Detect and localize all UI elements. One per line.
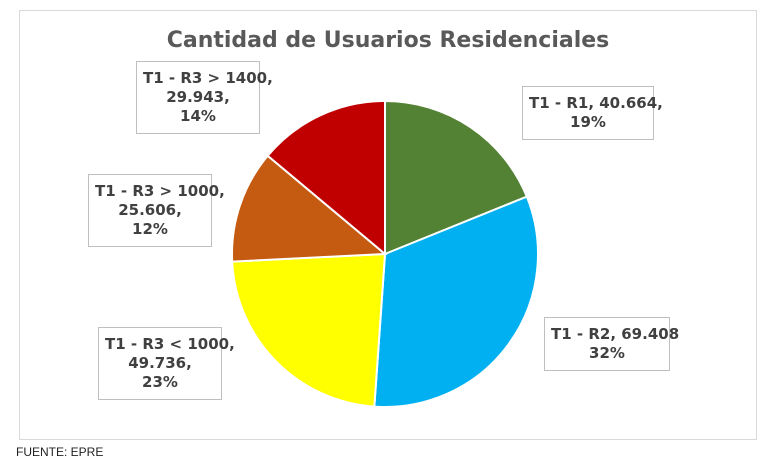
- data-label-line: T1 - R3 < 1000,: [105, 335, 235, 353]
- data-label-t1-r3-gt-1000: T1 - R3 > 1000, 25.606, 12%: [88, 174, 225, 247]
- data-label-line: 32%: [589, 344, 625, 362]
- data-label-line: T1 - R2, 69.408: [551, 325, 680, 343]
- chart-title: Cantidad de Usuarios Residenciales: [166, 28, 610, 53]
- data-label-line: 14%: [180, 107, 216, 125]
- data-label-t1-r1: T1 - R1, 40.664, 19%: [522, 86, 663, 140]
- data-label-line: 19%: [570, 113, 606, 131]
- data-label-t1-r3-gt-1400: T1 - R3 > 1400, 29.943, 14%: [136, 61, 273, 134]
- data-label-t1-r3-lt-1000: T1 - R3 < 1000, 49.736, 23%: [98, 327, 235, 400]
- data-label-line: T1 - R1, 40.664,: [529, 94, 663, 112]
- data-label-line: 23%: [142, 373, 178, 391]
- source-note: FUENTE: EPRE: [16, 445, 104, 459]
- pie-slice-t1-r1: [384, 99, 529, 256]
- pie-slice-t1-r3-1400: [266, 99, 386, 257]
- pie-slice-t1-r2: [373, 195, 539, 409]
- data-label-line: 29.943,: [166, 88, 230, 106]
- data-label-line: 12%: [132, 220, 168, 238]
- data-label-line: 25.606,: [118, 201, 182, 219]
- data-label-line: 49.736,: [128, 354, 192, 372]
- pie-slice-t1-r3-1000: [231, 154, 388, 263]
- data-label-line: T1 - R3 > 1000,: [95, 182, 225, 200]
- data-label-line: T1 - R3 > 1400,: [143, 69, 273, 87]
- data-label-t1-r2: T1 - R2, 69.408 32%: [544, 317, 680, 371]
- pie-slice-t1-r3-1000: [231, 252, 387, 408]
